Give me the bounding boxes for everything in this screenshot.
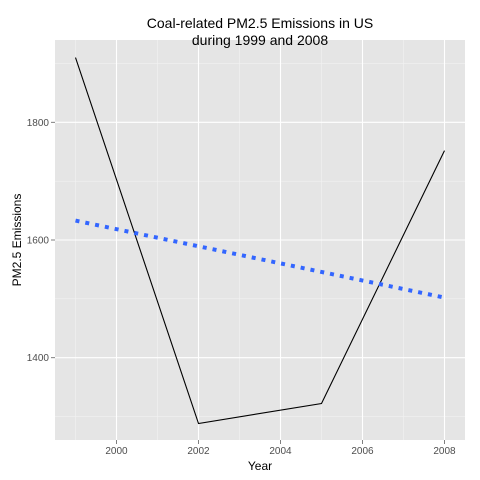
y-tick-label-1600: 1600 <box>27 236 50 247</box>
series-line-linear-trend <box>75 218 445 300</box>
chart-title-line-1: Coal-related PM2.5 Emissions in US <box>147 15 373 31</box>
x-tick-label-2006: 2006 <box>351 446 374 457</box>
y-axis-title: PM2.5 Emissions <box>10 194 24 287</box>
x-axis-title: Year <box>248 459 272 473</box>
x-tick-label-2004: 2004 <box>269 446 292 457</box>
chart-title-line-2: during 1999 and 2008 <box>192 32 328 48</box>
x-tick-label-2008: 2008 <box>433 446 456 457</box>
y-tick-label-1800: 1800 <box>27 118 50 129</box>
series-layer <box>74 57 445 425</box>
series-line-emissions <box>74 57 445 425</box>
y-tick-label-1400: 1400 <box>27 353 50 364</box>
x-tick-label-2002: 2002 <box>187 446 210 457</box>
x-tick-label-2000: 2000 <box>105 446 128 457</box>
major-gridlines <box>55 40 465 440</box>
tick-marks <box>51 121 445 444</box>
